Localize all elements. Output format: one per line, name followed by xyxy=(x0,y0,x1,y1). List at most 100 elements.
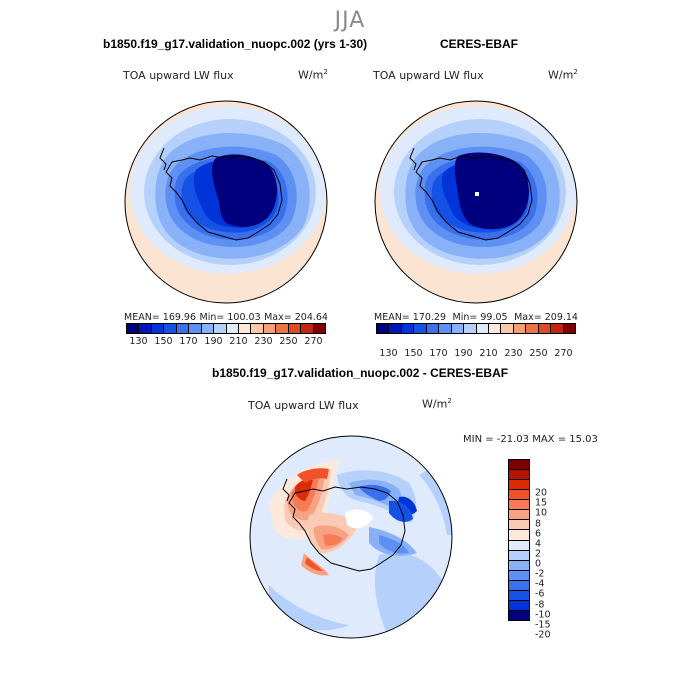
obs-colorbar-tick-label: 150 xyxy=(404,348,423,359)
diff-colorbar-swatch-13 xyxy=(509,590,529,601)
obs-colorbar-swatch-11 xyxy=(513,324,527,333)
diff-variable-label: TOA upward LW flux xyxy=(248,399,359,412)
diff-colorbar-swatch-11 xyxy=(509,570,529,581)
model-colorbar-swatch-2 xyxy=(151,324,165,333)
model-unit-label: W/m2 xyxy=(298,68,328,82)
diff-colorbar-swatch-15 xyxy=(509,610,529,620)
obs-colorbar-tick-label: 210 xyxy=(479,348,498,359)
diff-colorbar-tick-label: -2 xyxy=(535,568,545,580)
model-max: Max= 204.64 xyxy=(264,312,328,323)
model-colorbar-swatch-9 xyxy=(238,324,252,333)
diff-colorbar-swatch-5 xyxy=(509,510,529,521)
obs-colorbar-swatch-3 xyxy=(414,324,427,333)
diff-colorbar-tick-label: 0 xyxy=(535,558,542,570)
diff-colorbar-tick-label: 2 xyxy=(535,548,542,560)
model-colorbar-swatch-0 xyxy=(127,324,140,333)
model-colorbar-swatch-11 xyxy=(263,324,277,333)
diff-colorbar-swatch-0 xyxy=(509,460,529,471)
diff-polar-map xyxy=(249,435,453,639)
obs-colorbar-tick-label: 230 xyxy=(504,348,523,359)
obs-colorbar-swatch-9 xyxy=(488,324,502,333)
obs-colorbar-tick-label: 170 xyxy=(429,348,448,359)
model-variable-label: TOA upward LW flux xyxy=(123,69,234,82)
model-colorbar-swatch-14 xyxy=(301,324,314,333)
diff-colorbar-tick-label: -8 xyxy=(535,599,545,610)
diff-colorbar-tick-label: 20 xyxy=(535,487,548,499)
diff-colorbar-swatch-1 xyxy=(509,470,529,481)
model-colorbar-swatch-12 xyxy=(276,324,289,333)
obs-mean: MEAN= 170.29 xyxy=(374,312,447,323)
diff-unit-label: W/m2 xyxy=(422,397,452,411)
obs-colorbar-swatch-0 xyxy=(377,324,390,333)
model-colorbar-tick-label: 250 xyxy=(279,336,298,347)
obs-colorbar-swatch-10 xyxy=(501,324,514,333)
obs-unit-label: W/m2 xyxy=(548,68,578,82)
obs-polar-map xyxy=(374,100,578,304)
obs-colorbar-tick-label: 270 xyxy=(554,348,573,359)
obs-colorbar-swatch-15 xyxy=(563,324,575,333)
model-colorbar-ticks: 130 150 170 190 210 230 250 270 xyxy=(126,336,326,348)
model-min: Min= 100.03 xyxy=(199,312,261,323)
season-title: JJA xyxy=(334,8,366,33)
diff-colorbar-tick-label: -6 xyxy=(535,588,545,600)
obs-colorbar-swatch-2 xyxy=(401,324,415,333)
diff-minmax-label: MIN = -21.03 MAX = 15.03 xyxy=(463,434,598,445)
model-colorbar-tick-label: 270 xyxy=(304,336,323,347)
model-colorbar xyxy=(126,323,326,334)
diff-colorbar-swatch-14 xyxy=(509,600,529,611)
diff-colorbar-swatch-3 xyxy=(509,490,529,501)
model-colorbar-tick-label: 130 xyxy=(129,336,148,347)
diff-colorbar-tick-label: 10 xyxy=(535,507,548,519)
obs-panel-title: CERES-EBAF xyxy=(440,37,519,51)
model-colorbar-swatch-8 xyxy=(226,324,239,333)
diff-colorbar-tick-label: -20 xyxy=(535,629,551,641)
model-panel-title: b1850.f19_g17.validation_nuopc.002 (yrs … xyxy=(103,37,368,51)
diff-colorbar-swatch-9 xyxy=(509,550,529,561)
diff-colorbar-tick-label: -15 xyxy=(535,619,551,631)
model-mean: MEAN= 169.96 xyxy=(124,312,197,323)
model-colorbar-swatch-5 xyxy=(189,324,202,333)
obs-variable-label: TOA upward LW flux xyxy=(373,69,484,82)
obs-colorbar-swatch-5 xyxy=(439,324,452,333)
diff-colorbar-swatch-6 xyxy=(509,520,529,531)
obs-colorbar-swatch-14 xyxy=(551,324,564,333)
diff-colorbar-tick-label: 6 xyxy=(535,528,542,540)
diff-colorbar-ticks: 20 15 10 8 6 4 2 0 -2 -4 -6 -8 -10 -15 -20 xyxy=(535,483,575,645)
obs-colorbar-tick-label: 130 xyxy=(379,348,398,359)
model-colorbar-tick-label: 210 xyxy=(229,336,248,347)
model-colorbar-swatch-6 xyxy=(201,324,215,333)
obs-colorbar-swatch-8 xyxy=(476,324,489,333)
obs-max: Max= 209.14 xyxy=(514,312,578,323)
diff-colorbar-tick-label: -10 xyxy=(535,609,551,621)
model-colorbar-tick-label: 170 xyxy=(179,336,198,347)
model-colorbar-swatch-3 xyxy=(164,324,177,333)
model-colorbar-tick-label: 190 xyxy=(204,336,223,347)
diff-colorbar-tick-label: 8 xyxy=(535,518,542,529)
diff-colorbar-swatch-12 xyxy=(509,580,529,591)
diff-colorbar-swatch-4 xyxy=(509,500,529,511)
obs-colorbar-swatch-4 xyxy=(426,324,440,333)
model-colorbar-tick-label: 230 xyxy=(254,336,273,347)
model-colorbar-swatch-1 xyxy=(139,324,152,333)
diff-colorbar-swatch-2 xyxy=(509,480,529,491)
obs-colorbar-swatch-13 xyxy=(538,324,552,333)
obs-colorbar-swatch-6 xyxy=(451,324,465,333)
obs-colorbar-tick-label: 190 xyxy=(454,348,473,359)
obs-colorbar-swatch-7 xyxy=(464,324,477,333)
diff-colorbar-swatch-8 xyxy=(509,540,529,551)
diff-colorbar-swatch-7 xyxy=(509,530,529,541)
model-polar-map xyxy=(124,100,328,304)
diff-colorbar-tick-label: 4 xyxy=(535,538,542,550)
diff-colorbar-swatch-10 xyxy=(509,560,529,571)
obs-colorbar-swatch-12 xyxy=(526,324,539,333)
model-colorbar-swatch-4 xyxy=(176,324,190,333)
diff-panel-title: b1850.f19_g17.validation_nuopc.002 - CER… xyxy=(212,366,509,380)
diff-colorbar xyxy=(508,459,530,621)
model-stats: MEAN= 169.96 Min= 100.03 Max= 204.64 xyxy=(124,312,328,323)
model-colorbar-tick-label: 150 xyxy=(154,336,173,347)
model-colorbar-swatch-10 xyxy=(251,324,264,333)
model-colorbar-swatch-15 xyxy=(313,324,325,333)
diff-colorbar-tick-label: -4 xyxy=(535,578,545,590)
obs-colorbar-ticks: 130 150 170 190 210 230 250 270 xyxy=(376,348,576,360)
obs-stats: MEAN= 170.29 Min= 99.05 Max= 209.14 xyxy=(374,312,578,323)
